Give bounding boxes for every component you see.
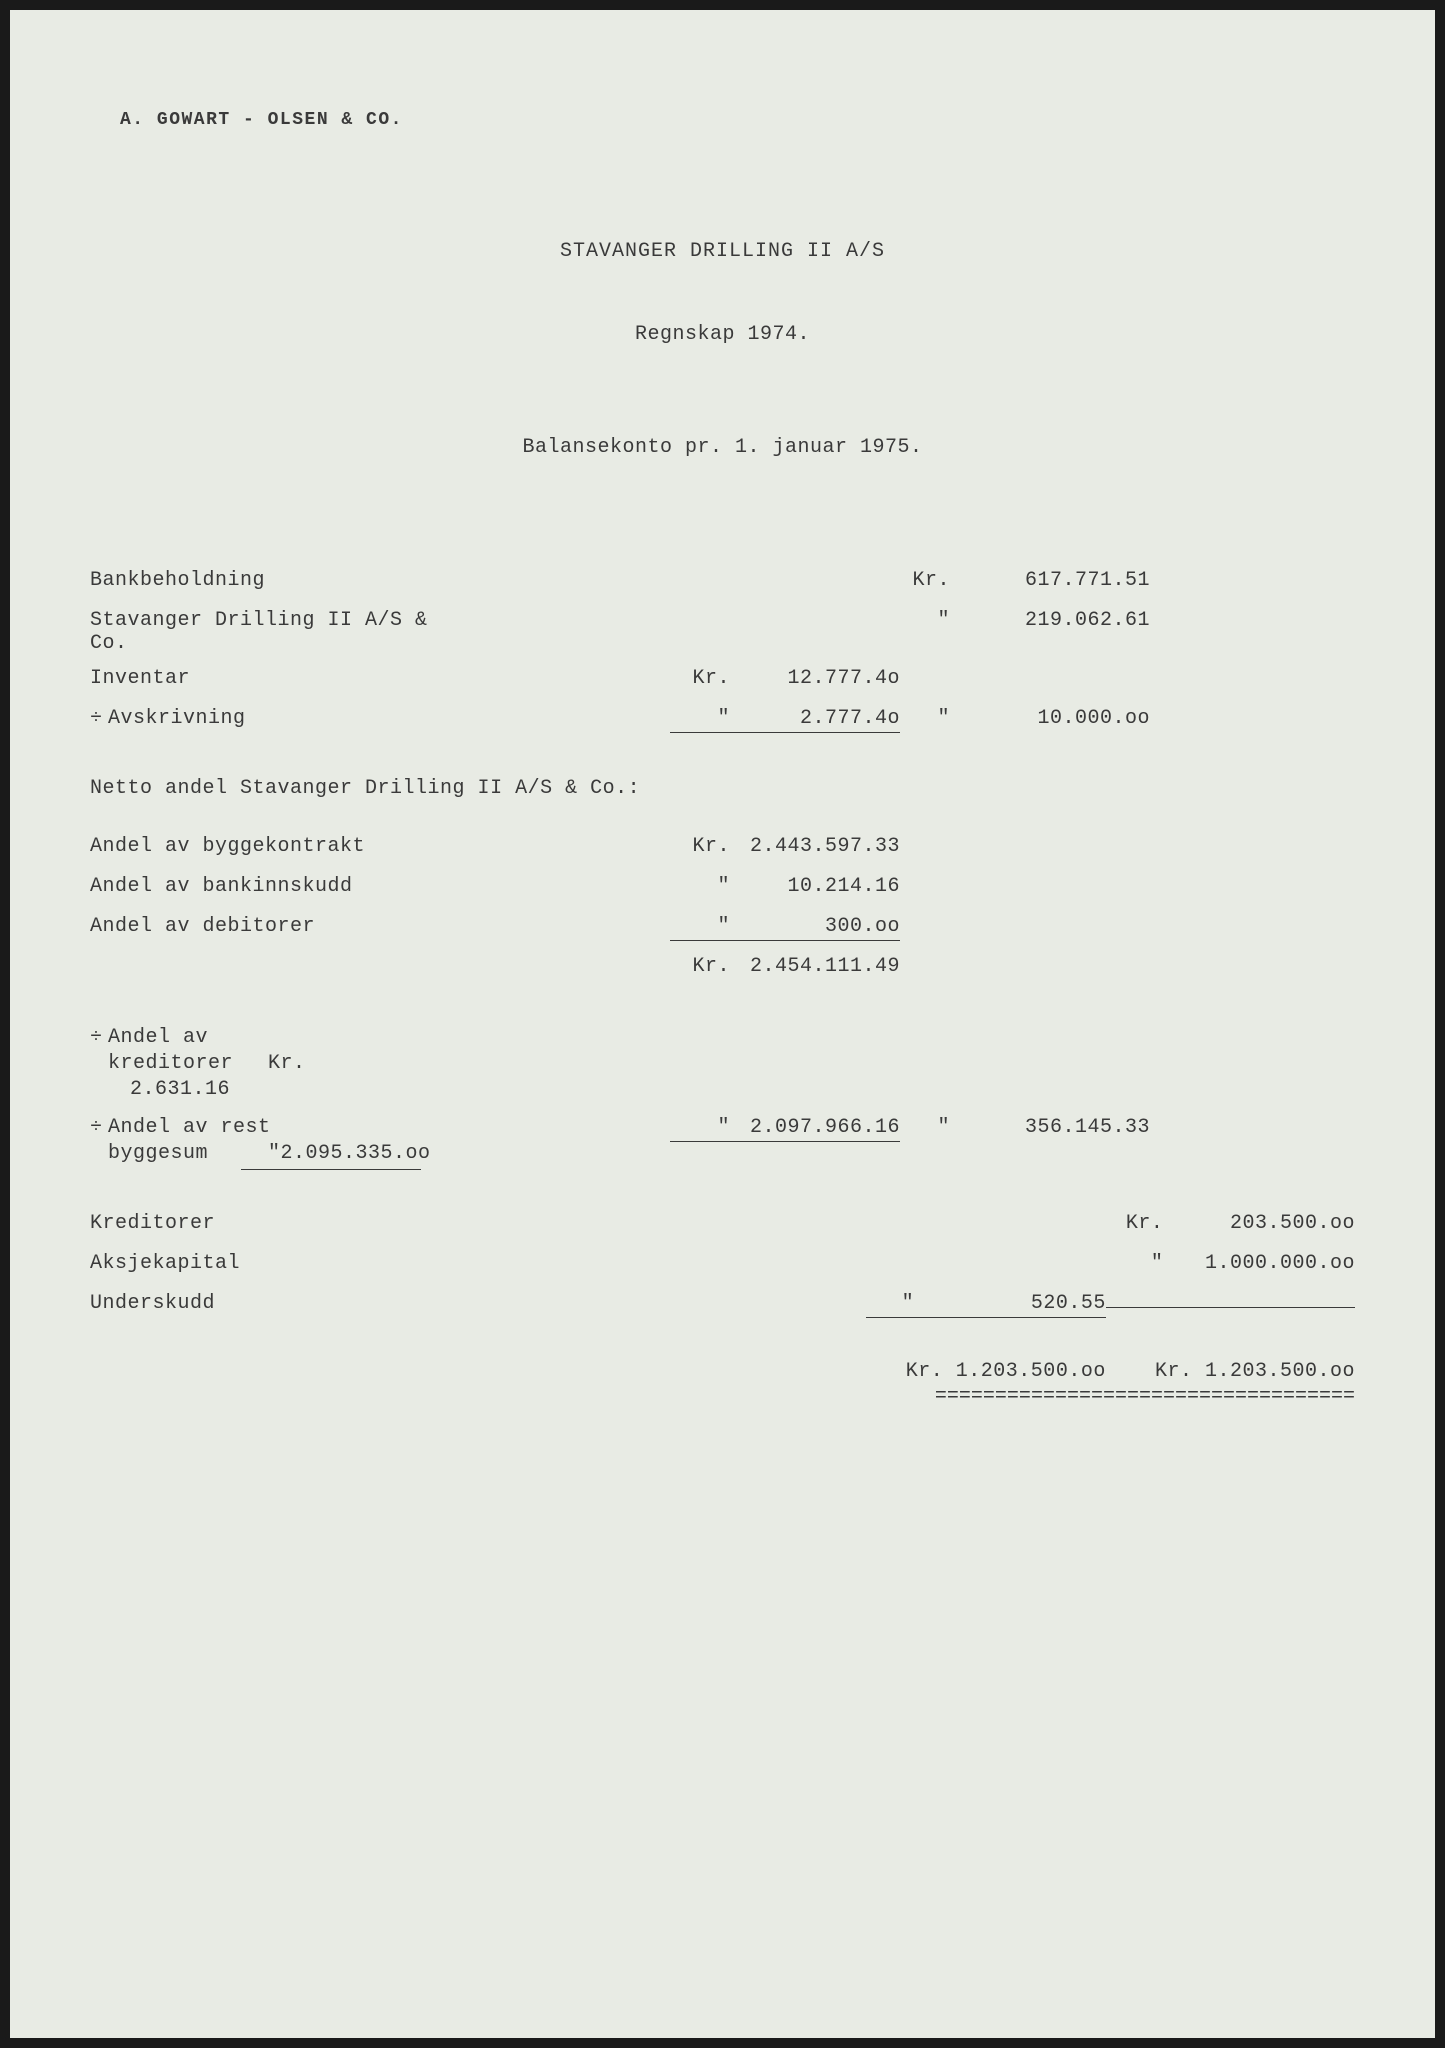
currency: ": [241, 1141, 281, 1170]
value: 2.777.4o: [730, 707, 900, 733]
row-inventar: Inventar Kr. 12.777.4o: [90, 667, 1355, 695]
row-andel-byggekontrakt: Andel av byggekontrakt Kr. 2.443.597.33: [90, 835, 1355, 863]
value: 2.443.597.33: [730, 835, 900, 858]
label: Andel av bankinnskudd: [90, 875, 440, 898]
value: 2.631.16: [90, 1077, 230, 1103]
row-avskrivning: ÷Avskrivning " 2.777.4o " 10.000.oo: [90, 707, 1355, 735]
company-header: A. GOWART - OLSEN & CO.: [120, 110, 1355, 130]
currency: ": [1106, 1252, 1164, 1275]
value: 1.203.500.oo: [956, 1360, 1106, 1383]
document-page: A. GOWART - OLSEN & CO. STAVANGER DRILLI…: [10, 10, 1435, 2038]
currency: Kr.: [906, 1360, 944, 1383]
value: 617.771.51: [950, 569, 1150, 592]
document-subtitle: Regnskap 1974.: [90, 323, 1355, 346]
currency: Kr.: [670, 667, 730, 690]
value: 10.000.oo: [950, 707, 1150, 730]
label: Andel av byggekontrakt: [90, 835, 440, 858]
currency: ": [670, 915, 730, 941]
row-andel-bankinnskudd: Andel av bankinnskudd " 10.214.16: [90, 875, 1355, 903]
currency: ": [866, 1292, 914, 1318]
row-stavanger: Stavanger Drilling II A/S & Co. " 219.06…: [90, 609, 1355, 655]
label: Underskudd: [90, 1292, 425, 1315]
value: 1.203.500.oo: [1205, 1360, 1355, 1383]
document-title: STAVANGER DRILLING II A/S: [90, 240, 1355, 263]
value: 300.oo: [730, 915, 900, 941]
label: Andel av debitorer: [90, 915, 440, 938]
value: 520.55: [914, 1292, 1106, 1318]
value: 2.454.111.49: [730, 955, 900, 978]
currency: Kr.: [900, 569, 950, 592]
row-underskudd: Underskudd " 520.55: [90, 1292, 1355, 1320]
currency: ": [900, 609, 950, 632]
row-andel-sum: Kr. 2.454.111.49: [90, 955, 1355, 983]
value: 10.214.16: [730, 875, 900, 898]
currency: ": [900, 1116, 950, 1139]
value: 2.095.335.oo: [281, 1141, 421, 1170]
minus-symbol: ÷: [90, 707, 108, 730]
row-aksjekapital: Aksjekapital " 1.000.000.oo: [90, 1252, 1355, 1280]
currency: ": [670, 707, 730, 733]
label: ÷Avskrivning: [90, 707, 440, 730]
value: 203.500.oo: [1163, 1212, 1355, 1235]
currency: ": [900, 707, 950, 730]
currency: Kr.: [1106, 1212, 1164, 1235]
balance-header: Balansekonto pr. 1. januar 1975.: [90, 436, 1355, 459]
label: Stavanger Drilling II A/S & Co.: [90, 609, 440, 655]
currency: Kr.: [1155, 1360, 1193, 1383]
currency: Kr.: [266, 1051, 306, 1077]
netto-header: Netto andel Stavanger Drilling II A/S & …: [90, 777, 1355, 805]
currency: ": [670, 875, 730, 898]
row-andel-debitorer: Andel av debitorer " 300.oo: [90, 915, 1355, 943]
value: 219.062.61: [950, 609, 1150, 632]
minus-symbol: ÷: [90, 1025, 108, 1051]
currency: ": [670, 1116, 730, 1142]
label: Bankbeholdning: [90, 569, 440, 592]
label: Inventar: [90, 667, 440, 690]
double-underline: ===================================: [90, 1385, 1355, 1408]
totals-row: Kr. 1.203.500.oo Kr. 1.203.500.oo: [90, 1360, 1355, 1383]
value: 356.145.33: [950, 1116, 1150, 1139]
label: Aksjekapital: [90, 1252, 425, 1275]
label: Kreditorer: [90, 1212, 425, 1235]
row-andel-kreditorer: ÷Andel av kreditorer Kr. 2.631.16: [90, 1025, 1355, 1103]
minus-symbol: ÷: [90, 1115, 108, 1141]
row-kreditorer: Kreditorer Kr. 203.500.oo: [90, 1212, 1355, 1240]
value: 1.000.000.oo: [1163, 1252, 1355, 1275]
currency: Kr.: [670, 955, 730, 978]
row-bankbeholdning: Bankbeholdning Kr. 617.771.51: [90, 569, 1355, 597]
row-andel-rest-byggesum: ÷Andel av rest byggesum "2.095.335.oo " …: [90, 1115, 1355, 1170]
value: 12.777.4o: [730, 667, 900, 690]
currency: Kr.: [670, 835, 730, 858]
value: 2.097.966.16: [730, 1116, 900, 1142]
